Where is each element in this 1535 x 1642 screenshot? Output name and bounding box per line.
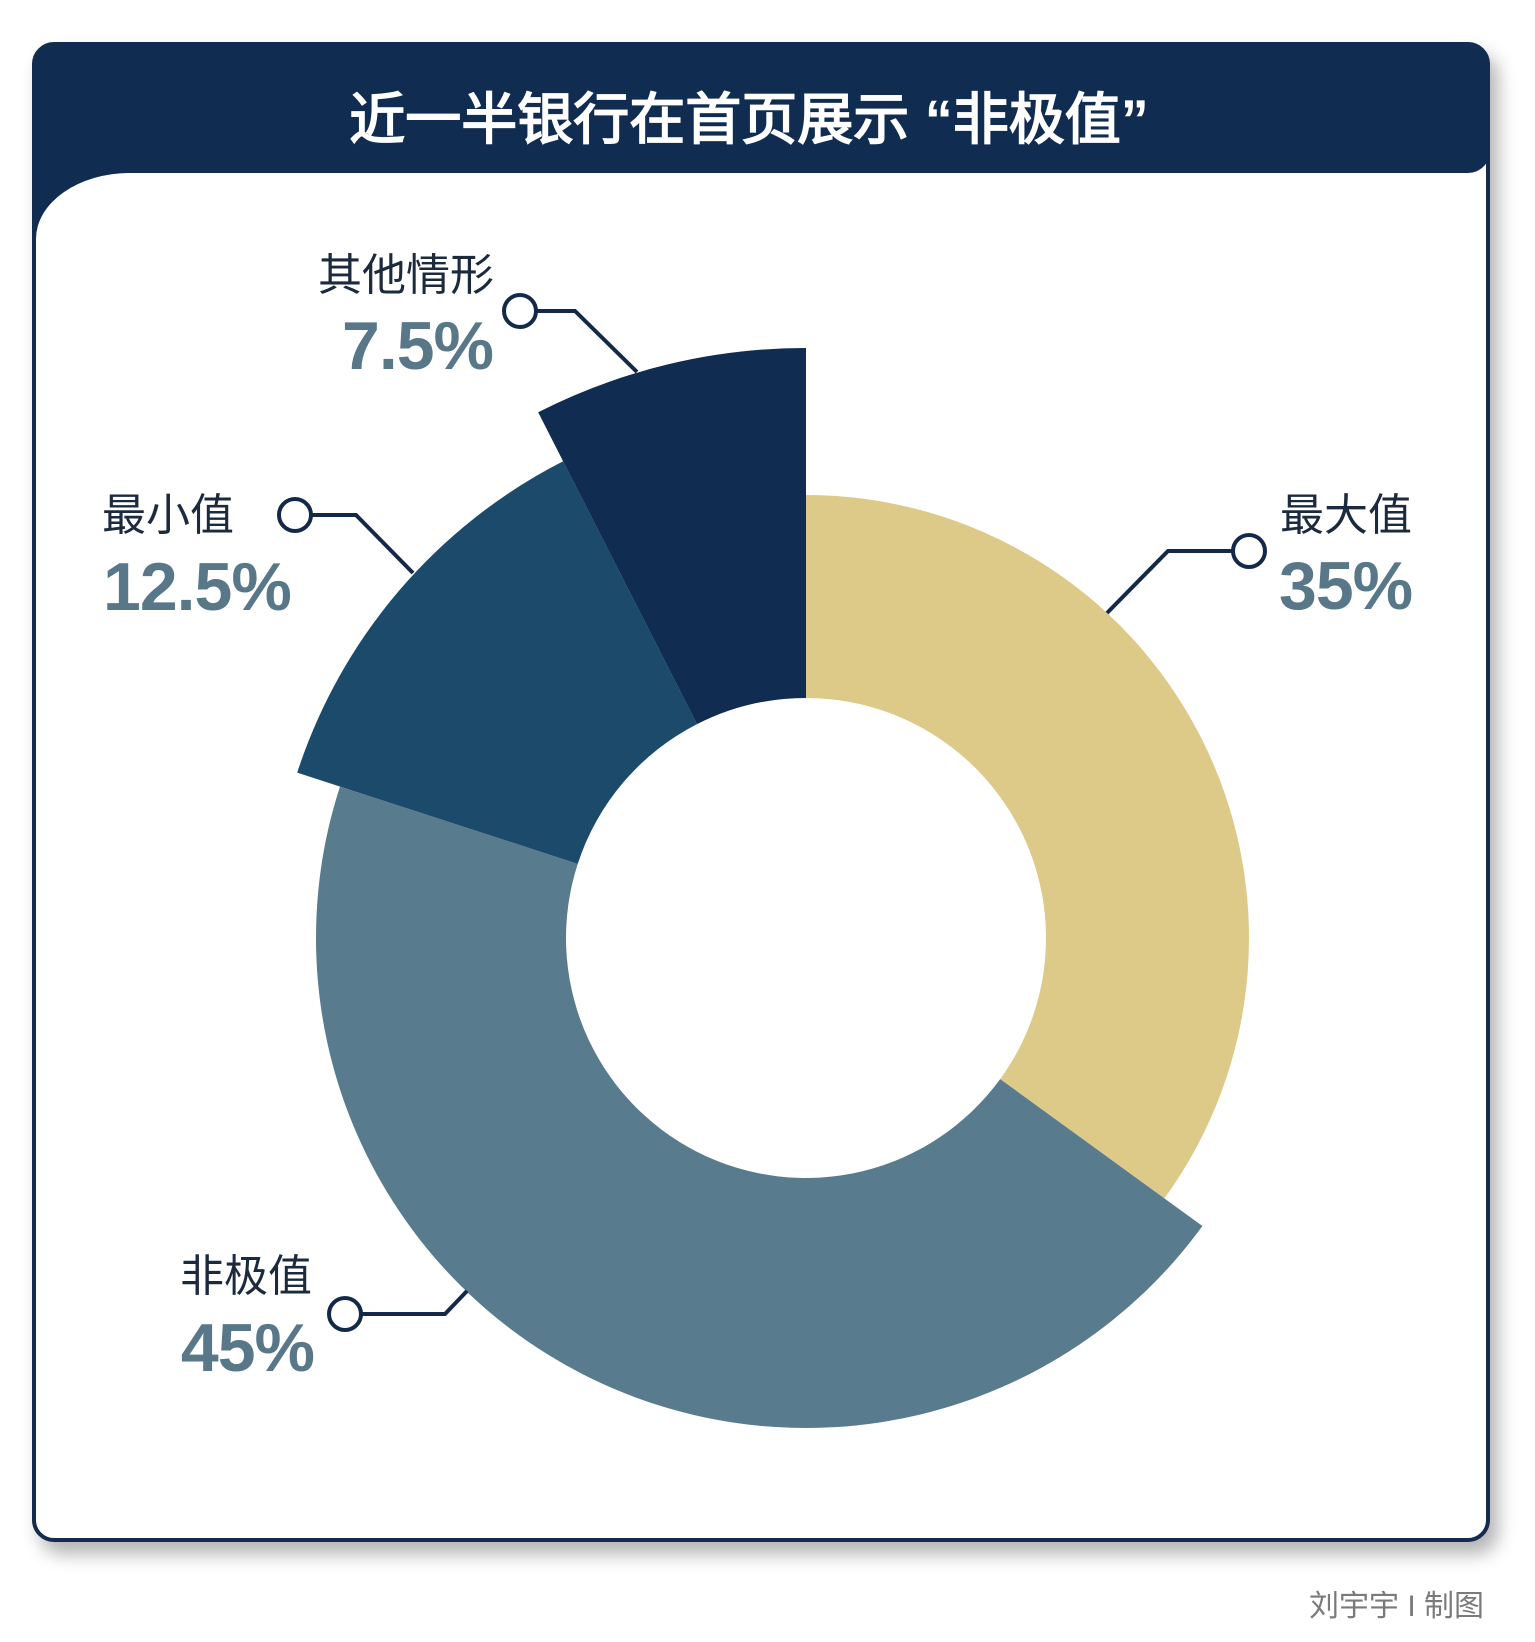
slice-4 [538, 348, 806, 725]
leader-line-max-path [1105, 549, 1233, 615]
label-max-value: 35% [1279, 548, 1413, 624]
label-max-name: 最大值 [1280, 491, 1412, 540]
label-other-name: 其他情形 [318, 251, 494, 300]
leader-line-nonextreme-path [361, 1289, 469, 1316]
title-banner: 近一半银行在首页展示 “非极值” [32, 42, 1490, 173]
label-min-name: 最小值 [102, 491, 234, 540]
leader-dot-max-icon [1231, 533, 1267, 569]
chart-title: 近一半银行在首页展示 “非极值” [349, 88, 1149, 151]
leader-line-min [277, 497, 415, 575]
donut-slices [297, 348, 1249, 1429]
leader-line-other [502, 293, 639, 374]
slice-1 [806, 495, 1249, 1199]
leader-dot-other-icon [502, 293, 538, 329]
label-min-value: 12.5% [103, 549, 292, 625]
slice-3 [297, 461, 698, 864]
chart-credit: 刘宇宇 I 制图 [1308, 1590, 1484, 1623]
leader-dot-min-icon [277, 497, 313, 533]
leader-line-min-path [311, 513, 415, 575]
leader-line-nonextreme [327, 1289, 469, 1332]
label-nonextreme-value: 45% [180, 1310, 315, 1386]
slice-2 [315, 786, 1203, 1429]
label-nonextreme-name: 非极值 [180, 1252, 312, 1301]
leader-line-max [1105, 533, 1267, 615]
label-other-value: 7.5% [342, 308, 494, 384]
leader-line-other-path [536, 309, 639, 374]
leader-dot-nonextreme-icon [327, 1296, 363, 1332]
